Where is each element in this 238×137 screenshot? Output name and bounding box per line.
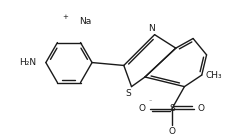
Text: Na: Na: [79, 17, 92, 26]
Text: +: +: [62, 14, 68, 20]
Text: O: O: [198, 104, 205, 113]
Text: S: S: [126, 89, 132, 98]
Text: S: S: [169, 104, 175, 113]
Text: O: O: [139, 104, 146, 113]
Text: CH₃: CH₃: [206, 71, 222, 80]
Text: O: O: [169, 127, 175, 136]
Text: H₂N: H₂N: [19, 58, 36, 67]
Text: ⁻: ⁻: [149, 100, 152, 105]
Text: N: N: [148, 24, 155, 33]
